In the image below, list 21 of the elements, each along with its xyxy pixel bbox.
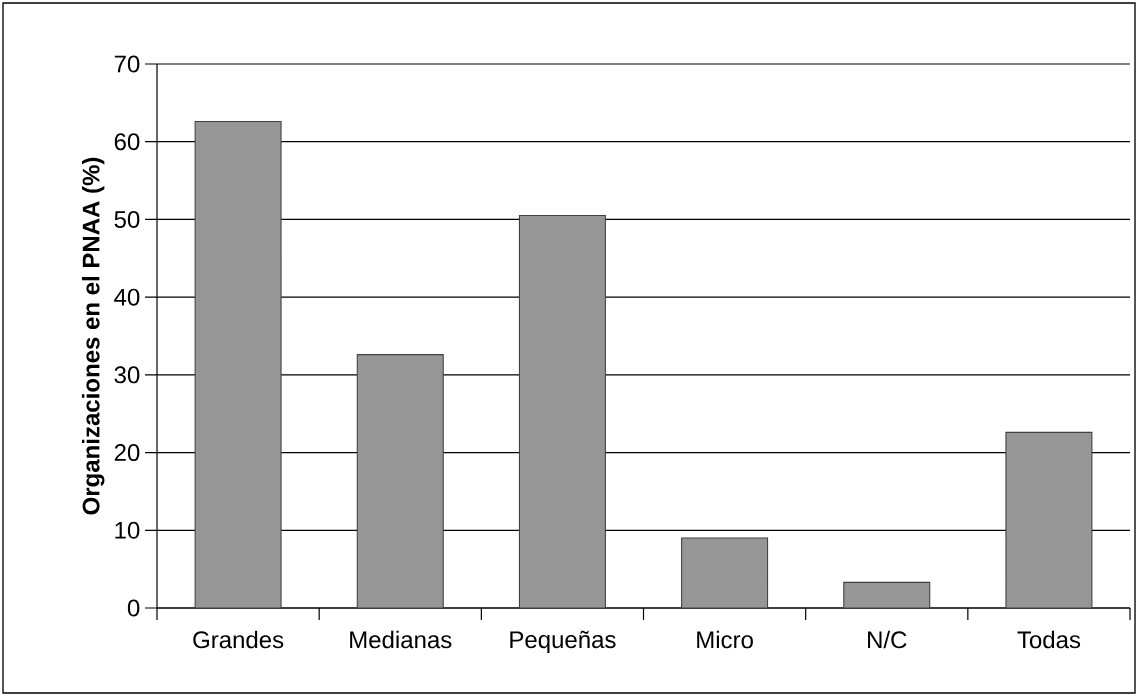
y-tick-label: 50 <box>114 210 140 228</box>
y-tick-label: 20 <box>114 444 140 462</box>
y-tick-label: 40 <box>114 288 140 306</box>
bar <box>518 215 606 608</box>
y-tick-label: 30 <box>114 366 140 384</box>
bar <box>681 537 769 608</box>
x-tick-label: Micro <box>697 630 753 649</box>
y-tick-label: 0 <box>127 599 140 617</box>
x-tick-label: Todas <box>1017 630 1081 649</box>
x-tick-label: N/C <box>868 630 907 649</box>
bar <box>1005 431 1093 608</box>
y-tick-label: 10 <box>115 521 140 539</box>
bar <box>194 120 282 608</box>
bar <box>843 581 931 608</box>
y-tick-label: 60 <box>114 133 140 151</box>
bar <box>356 354 444 608</box>
y-axis-title: Organizaciones en el PNAA (%) <box>81 157 105 515</box>
y-tick-label: 70 <box>114 55 140 73</box>
x-tick-label: Pequeñas <box>510 630 616 653</box>
x-tick-label: Medianas <box>350 630 452 649</box>
x-tick-label: Grandes <box>193 630 284 649</box>
